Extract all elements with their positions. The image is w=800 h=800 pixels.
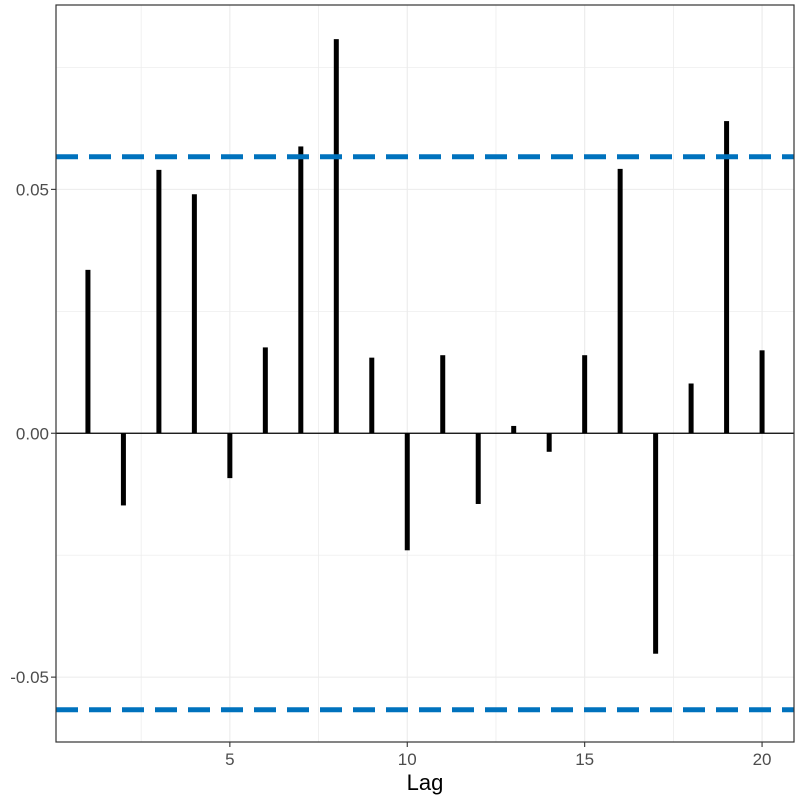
x-tick-label: 10 bbox=[398, 750, 417, 769]
x-tick-label: 20 bbox=[753, 750, 772, 769]
acf-bar bbox=[85, 269, 91, 434]
acf-bar bbox=[475, 433, 481, 504]
minor-gridlines bbox=[56, 5, 794, 742]
acf-bar bbox=[333, 39, 339, 434]
acf-bar bbox=[262, 347, 268, 434]
panel-border bbox=[55, 4, 795, 743]
confidence-bounds bbox=[56, 154, 794, 713]
x-axis-ticks: 5 10 15 20 bbox=[225, 742, 772, 769]
acf-bar bbox=[546, 433, 552, 452]
acf-bar bbox=[404, 433, 410, 551]
acf-bar bbox=[156, 169, 162, 434]
y-tick-label: 0.00 bbox=[16, 424, 49, 443]
acf-bar bbox=[298, 146, 304, 434]
acf-bar bbox=[511, 425, 517, 434]
x-tick-label: 15 bbox=[575, 750, 594, 769]
acf-bar bbox=[724, 121, 730, 434]
major-gridlines bbox=[56, 5, 794, 742]
acf-bar bbox=[653, 433, 659, 654]
acf-bar bbox=[440, 355, 446, 434]
acf-bar bbox=[617, 168, 623, 434]
acf-bar bbox=[120, 433, 126, 506]
y-tick-label: 0.05 bbox=[16, 180, 49, 199]
y-axis-ticks: -0.05 0.00 0.05 bbox=[10, 180, 56, 687]
x-axis-title: Lag bbox=[407, 770, 444, 795]
y-tick-label: -0.05 bbox=[10, 668, 49, 687]
x-tick-label: 5 bbox=[225, 750, 234, 769]
acf-bars bbox=[85, 39, 765, 654]
acf-bar bbox=[688, 383, 694, 434]
acf-bar bbox=[227, 433, 233, 479]
acf-bar bbox=[582, 355, 588, 434]
acf-bar bbox=[369, 357, 375, 434]
acf-bar bbox=[759, 350, 765, 434]
acf-bar bbox=[191, 194, 197, 434]
